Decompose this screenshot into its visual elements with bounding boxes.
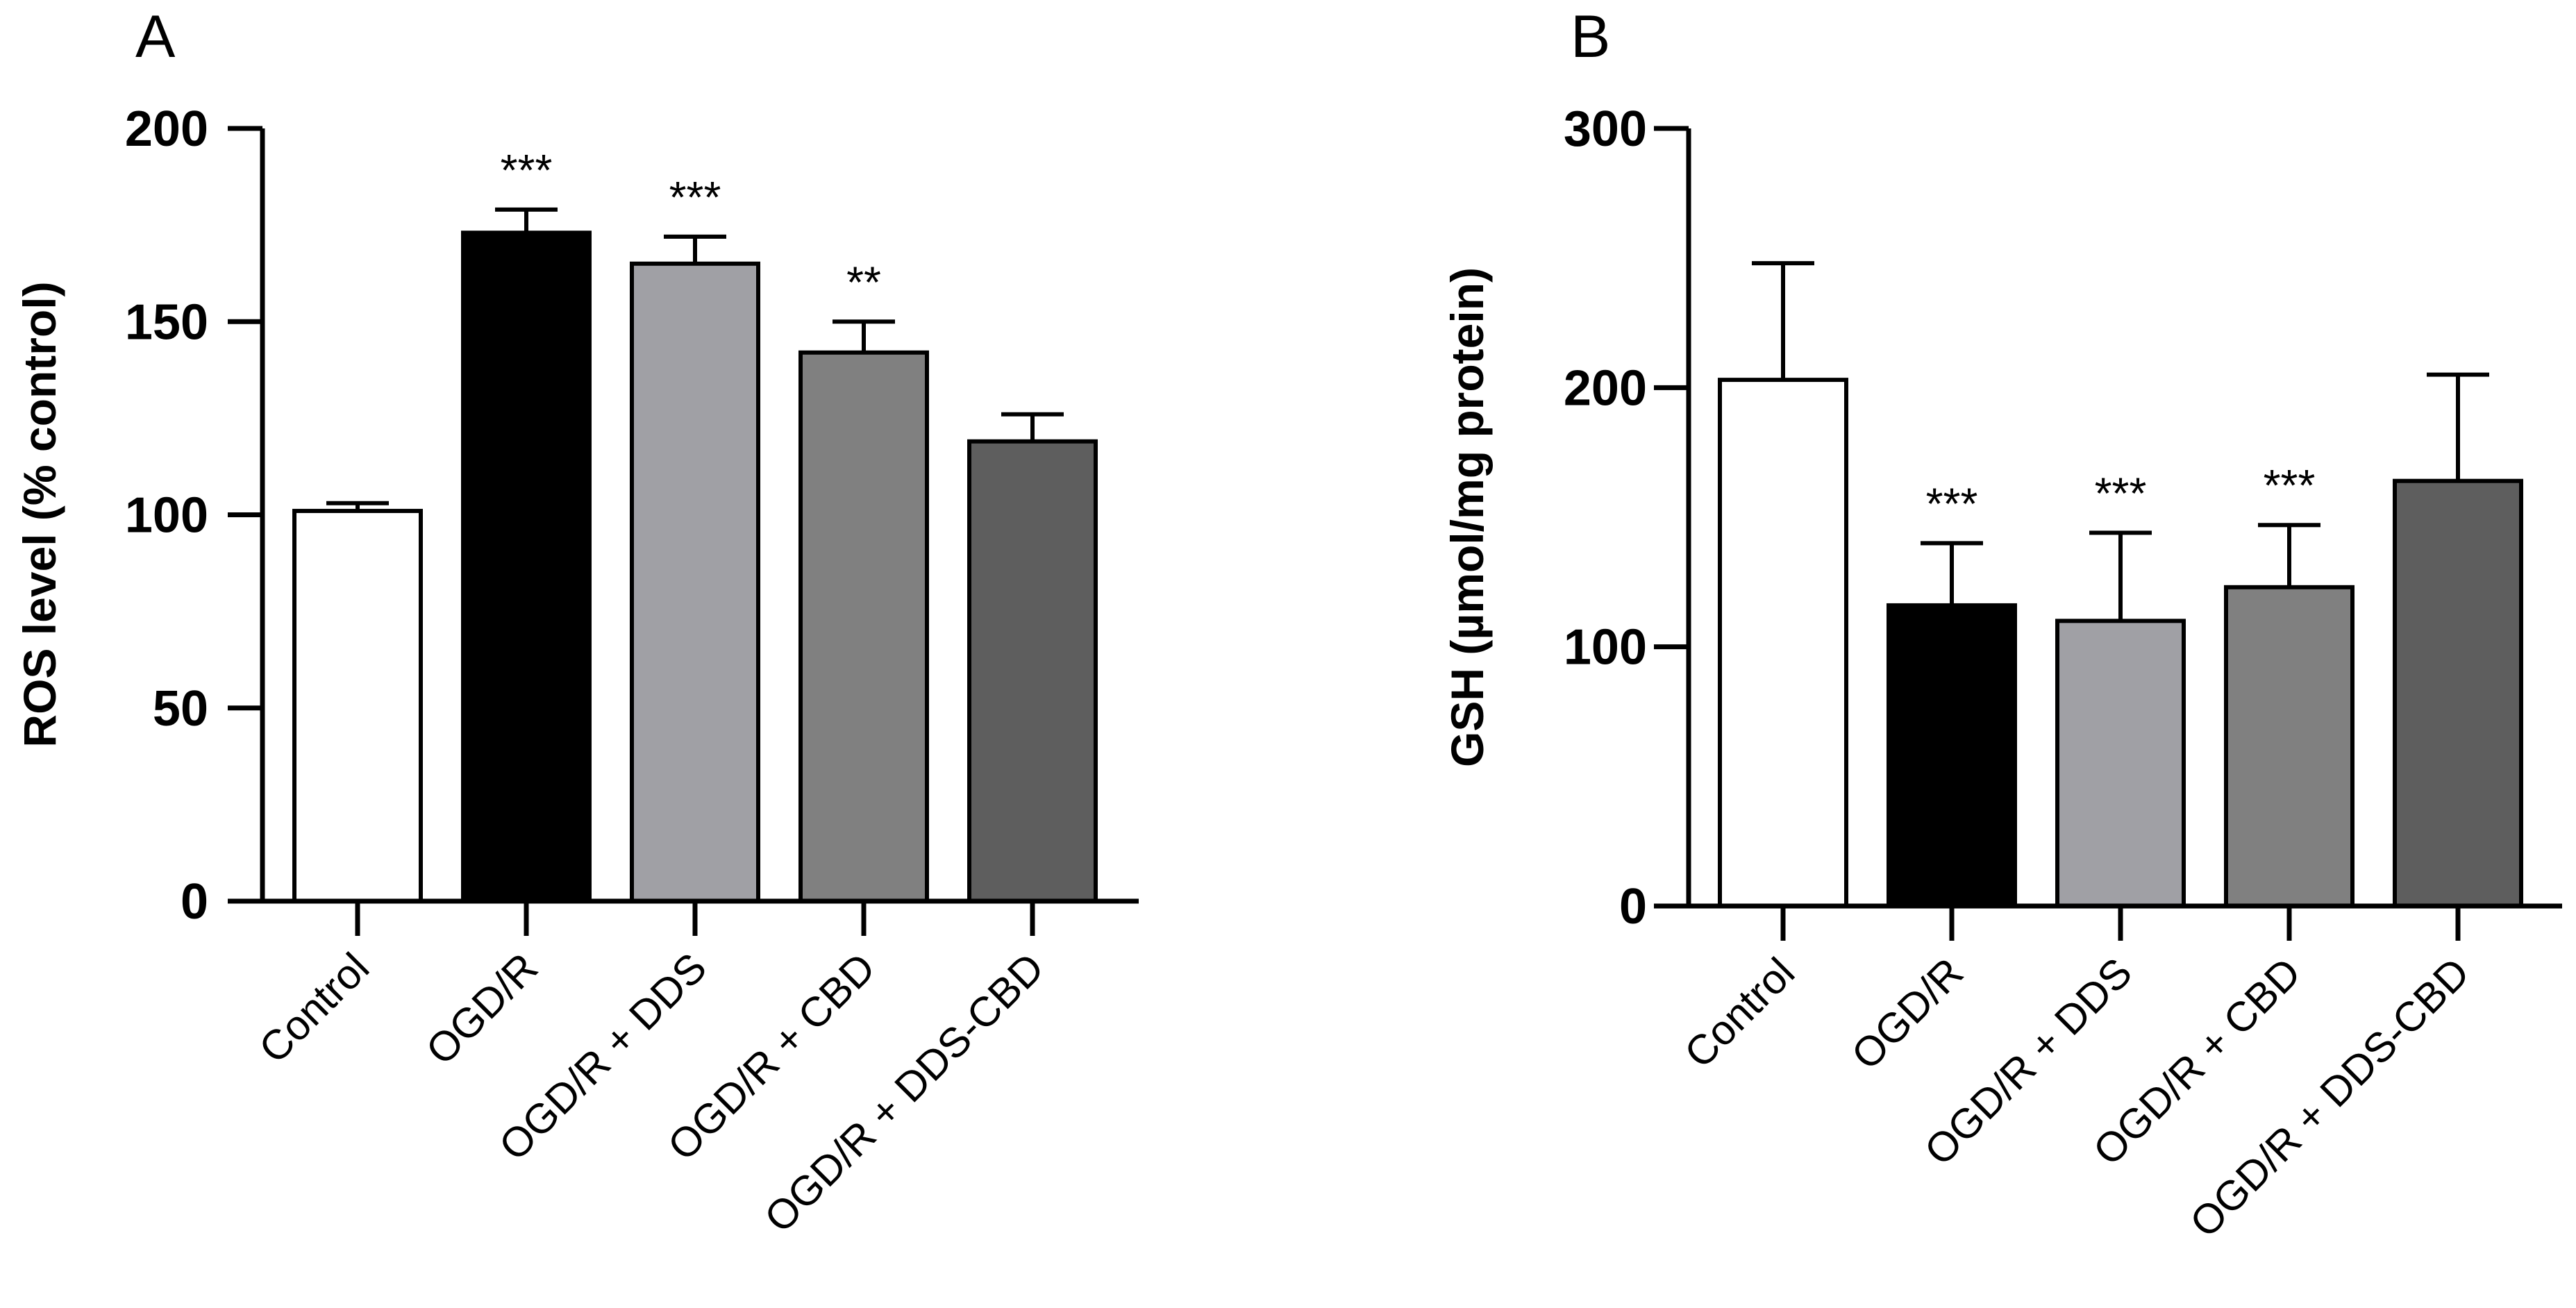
significance-marker: ***: [1926, 478, 1978, 528]
y-tick-label: 0: [181, 874, 208, 930]
y-tick-label: 200: [125, 101, 208, 157]
y-axis-label: GSH (µmol/mg protein): [1441, 267, 1493, 767]
y-tick-label: 0: [1619, 879, 1647, 934]
significance-marker: **: [846, 257, 881, 307]
x-tick-label: OGD/R: [1843, 949, 1972, 1078]
bar: [967, 439, 1098, 903]
significance-marker: ***: [2095, 468, 2147, 518]
x-tick-label: Control: [250, 944, 378, 1072]
y-tick-label: 100: [1564, 620, 1647, 676]
significance-marker: ***: [669, 172, 721, 222]
bar: [798, 350, 929, 903]
y-tick-label: 300: [1564, 101, 1647, 157]
panel-b: B GSH (µmol/mg protein) Control *** OGD/R ***…: [1441, 3, 2562, 1246]
bar: [1887, 603, 2017, 909]
bar: [292, 508, 423, 903]
y-tick-label: 50: [153, 681, 208, 737]
significance-marker: ***: [501, 145, 553, 195]
significance-marker: ***: [2264, 460, 2316, 510]
y-tick-label: 100: [125, 488, 208, 544]
bar: [461, 230, 592, 903]
y-tick-label: 150: [125, 294, 208, 350]
panel-letter: B: [1571, 3, 1610, 70]
x-tick-label: Control: [1675, 949, 1803, 1077]
bar: [2224, 585, 2355, 908]
x-tick-label: OGD/R + DDS-CBD: [2181, 949, 2478, 1246]
y-tick-label: 200: [1564, 360, 1647, 416]
bar: [1718, 378, 1848, 908]
panel-letter: A: [135, 3, 176, 70]
bar: [630, 261, 760, 903]
y-axis-label: ROS level (% control): [14, 281, 65, 747]
x-tick-label: OGD/R: [417, 944, 546, 1073]
x-tick-label: OGD/R + DDS-CBD: [755, 944, 1053, 1241]
bar: [2055, 619, 2186, 908]
bar: [2393, 478, 2523, 908]
